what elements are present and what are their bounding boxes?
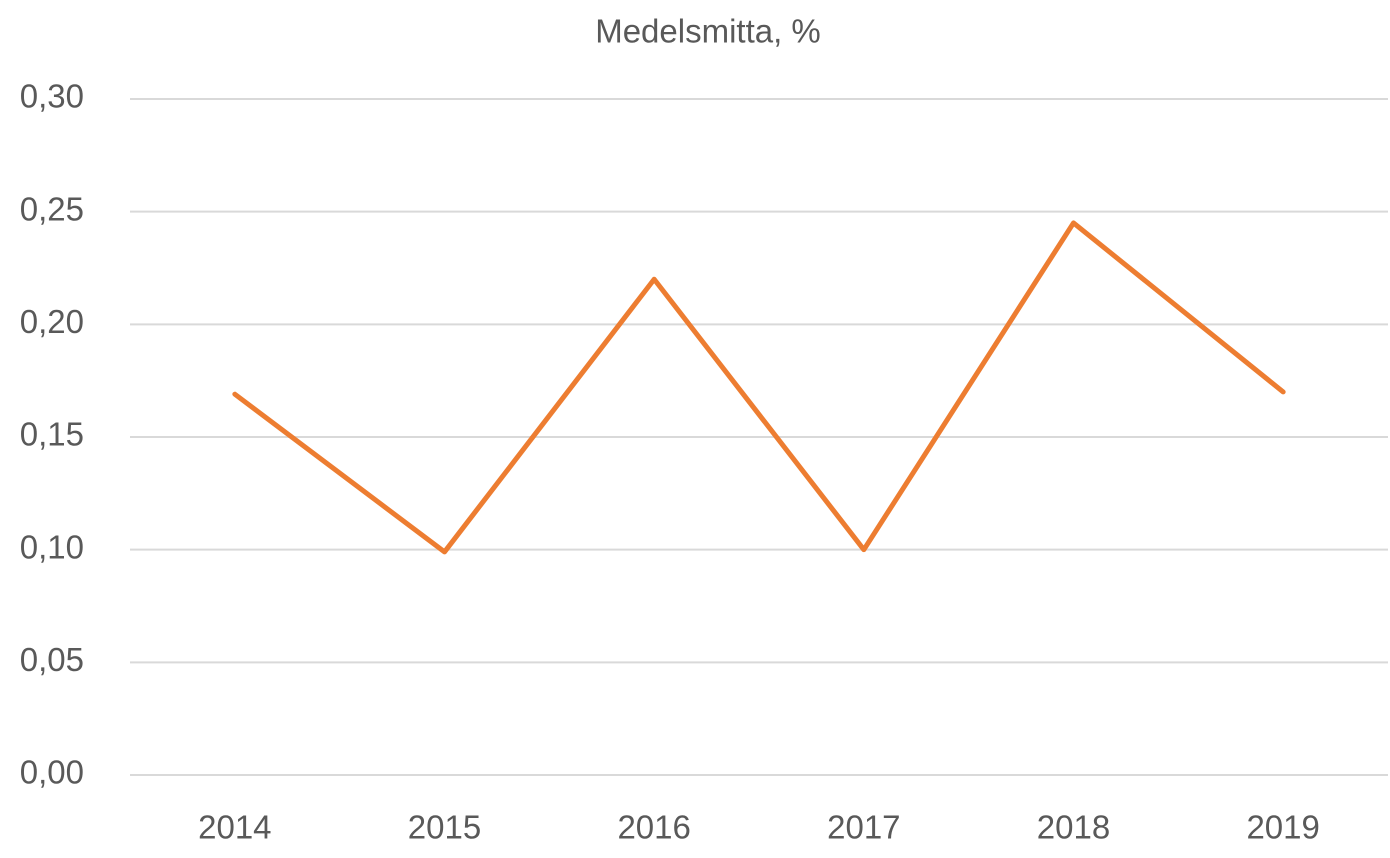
y-tick-label: 0,05 (20, 641, 84, 678)
x-tick-label: 2018 (1037, 809, 1110, 846)
y-tick-label: 0,00 (20, 754, 84, 791)
y-tick-label: 0,25 (20, 190, 84, 227)
y-tick-label: 0,20 (20, 303, 84, 340)
y-tick-label: 0,30 (20, 78, 84, 115)
x-tick-label: 2014 (198, 809, 271, 846)
y-tick-label: 0,10 (20, 528, 84, 565)
x-tick-label: 2016 (617, 809, 690, 846)
y-tick-label: 0,15 (20, 416, 84, 453)
x-tick-label: 2017 (827, 809, 900, 846)
line-series (232, 220, 1286, 555)
x-tick-label: 2015 (408, 809, 481, 846)
chart-title: Medelsmitta, % (595, 13, 821, 50)
x-tick-label: 2019 (1246, 809, 1319, 846)
